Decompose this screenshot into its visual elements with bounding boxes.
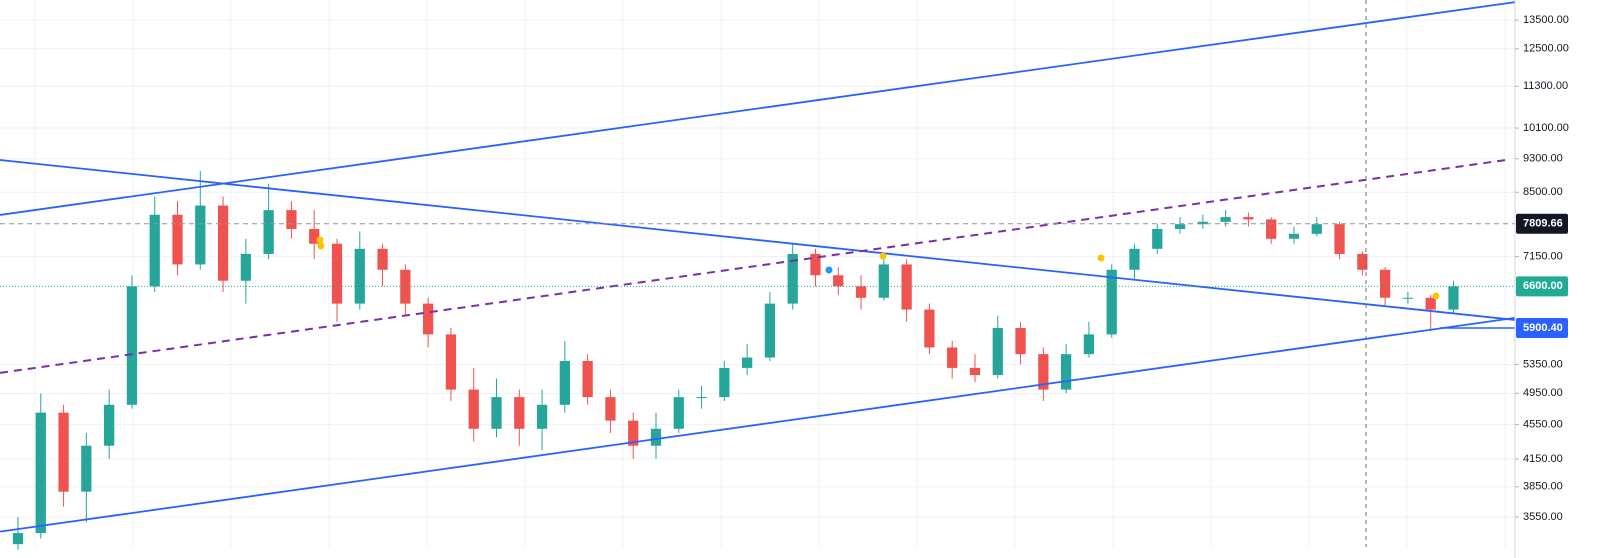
candle-body xyxy=(172,214,183,265)
price-label-box xyxy=(1516,276,1568,297)
trendline xyxy=(0,159,1516,321)
candle-body xyxy=(1402,297,1414,299)
candle-body xyxy=(126,286,138,405)
trendline xyxy=(0,316,1516,533)
candle-body xyxy=(696,397,707,399)
candle-body xyxy=(1243,217,1254,220)
y-tick-label: 7150.00 xyxy=(1523,250,1563,262)
candle-body xyxy=(195,205,206,265)
candle-body xyxy=(1061,354,1072,390)
candle-body xyxy=(719,367,730,398)
candle-body xyxy=(1357,253,1368,270)
candle-body xyxy=(947,347,958,368)
candle-body xyxy=(1266,219,1277,239)
candle-body xyxy=(628,420,639,446)
candle-body xyxy=(878,264,889,298)
candle-body xyxy=(1425,297,1436,310)
candle-body xyxy=(1015,328,1026,355)
y-tick-label: 9300.00 xyxy=(1523,153,1563,165)
candle-body xyxy=(354,248,365,304)
y-tick-label: 13500.00 xyxy=(1523,14,1569,26)
candle-body xyxy=(12,533,24,545)
candle-body xyxy=(423,303,434,335)
candle-body xyxy=(1379,269,1391,298)
price-scale: 3550.00 3850.00 4150.00 4550.00 4950.00 5350.… xyxy=(1515,14,1569,523)
candle-body xyxy=(1311,224,1322,234)
y-tick-label: 3550.00 xyxy=(1523,511,1563,523)
y-tick-label: 4150.00 xyxy=(1523,453,1563,465)
candle-body xyxy=(104,404,115,446)
y-tick-label: 10100.00 xyxy=(1523,122,1569,134)
candle-body xyxy=(787,253,798,304)
candle-body xyxy=(992,328,1003,376)
candle-body xyxy=(331,243,343,304)
candle-body xyxy=(1334,224,1345,254)
candle-body xyxy=(35,412,46,534)
marker xyxy=(1097,254,1105,262)
candle-body xyxy=(810,253,821,276)
marker xyxy=(317,242,325,250)
candle-body xyxy=(263,210,274,254)
candle-body xyxy=(1197,221,1208,225)
candle-body xyxy=(1152,228,1163,249)
candle-body xyxy=(1448,286,1459,310)
candle-body xyxy=(605,397,616,421)
candle-body xyxy=(742,357,753,368)
candle-body xyxy=(1174,224,1186,229)
candle-body xyxy=(1129,248,1140,270)
candle-body xyxy=(309,228,320,244)
candle-body xyxy=(969,367,981,376)
marker xyxy=(879,252,887,260)
candle-body xyxy=(833,275,844,287)
candle-body xyxy=(650,428,662,446)
candle-body xyxy=(582,360,593,398)
candle-body xyxy=(491,397,502,429)
candle-body xyxy=(1288,233,1300,239)
y-tick-label: 4950.00 xyxy=(1523,387,1563,399)
y-tick-label: 11300.00 xyxy=(1523,80,1568,92)
price-label: 6600.00 xyxy=(1523,280,1563,292)
candle-body xyxy=(377,248,388,270)
candle-body xyxy=(901,264,912,310)
candle-body xyxy=(217,205,229,281)
candle-body xyxy=(673,397,684,429)
marker xyxy=(316,236,324,244)
price-label-box xyxy=(1516,213,1568,234)
candle-body xyxy=(514,397,525,429)
candle-body xyxy=(1106,269,1117,335)
markers xyxy=(316,236,1440,300)
candle-body xyxy=(1083,334,1095,355)
trendline xyxy=(0,158,1507,374)
candle-body xyxy=(1038,354,1049,390)
candle-body xyxy=(924,309,935,348)
y-tick-label: 5350.00 xyxy=(1523,358,1563,370)
candle-body xyxy=(445,334,457,390)
y-tick-label: 4550.00 xyxy=(1523,419,1563,431)
price-label-box xyxy=(1516,318,1568,339)
candle-body xyxy=(468,389,479,429)
trendline xyxy=(0,1,1516,216)
grid xyxy=(0,0,1515,547)
marker xyxy=(1432,292,1440,300)
candle-body xyxy=(536,404,548,429)
candle-body xyxy=(149,214,160,287)
marker xyxy=(825,266,833,274)
y-tick-label: 3850.00 xyxy=(1523,481,1563,493)
y-tick-label: 12500.00 xyxy=(1523,43,1569,55)
price-label: 5900.40 xyxy=(1523,322,1563,334)
plot-area xyxy=(0,1,1516,550)
candle-body xyxy=(58,412,69,492)
candle-body xyxy=(764,303,776,358)
y-tick-label: 8500.00 xyxy=(1523,186,1563,198)
candle-body xyxy=(1220,217,1231,222)
candle-body xyxy=(240,253,251,281)
candle-body xyxy=(855,286,867,298)
price-label: 7809.66 xyxy=(1523,218,1563,230)
candle-body xyxy=(81,445,92,492)
candle-body xyxy=(559,360,570,405)
candle-body xyxy=(286,210,297,229)
